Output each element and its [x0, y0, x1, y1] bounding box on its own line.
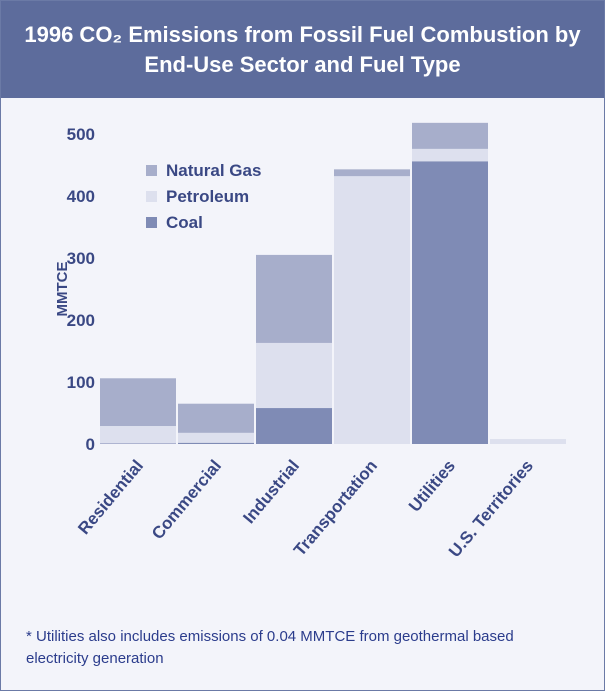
bar-segment: [100, 426, 176, 444]
x-tick-label: U.S. Territories: [445, 456, 537, 561]
y-tick-label: 200: [67, 311, 95, 330]
footnote: * Utilities also includes emissions of 0…: [26, 628, 514, 667]
bar-segment: [178, 403, 254, 433]
x-tick-label: Commercial: [148, 456, 225, 543]
legend-label: Petroleum: [166, 187, 249, 206]
y-axis-label: MMTCE: [54, 262, 71, 317]
bar-segment: [100, 378, 176, 427]
bar-segment: [178, 432, 254, 443]
bar-segment: [334, 169, 410, 177]
legend-swatch: [146, 191, 157, 202]
bar-segment: [100, 443, 176, 444]
x-tick-label: Utilities: [405, 456, 459, 515]
bar-segment: [412, 148, 488, 162]
bar-segment: [178, 442, 254, 444]
bar-segment: [412, 161, 488, 444]
legend-swatch: [146, 217, 157, 228]
legend-label: Natural Gas: [166, 161, 261, 180]
x-tick-label: Industrial: [239, 456, 303, 527]
y-tick-label: 300: [67, 249, 95, 268]
y-tick-label: 100: [67, 373, 95, 392]
chart: MMTCE 0 100 200 300 400 500 Residential Commerci…: [54, 122, 566, 561]
header: 1996 CO₂ Emissions from Fossil Fuel Comb…: [1, 1, 604, 98]
bar-segment: [256, 342, 332, 409]
y-tick-label: 400: [67, 187, 95, 206]
bar-segment: [334, 176, 410, 444]
bar-segment: [256, 254, 332, 343]
legend-swatch: [146, 165, 157, 176]
y-tick-label: 500: [67, 125, 95, 144]
x-tick-label: Residential: [74, 456, 147, 538]
legend-label: Coal: [166, 213, 203, 232]
y-tick-label: 0: [86, 435, 95, 454]
x-tick-label: Transportation: [290, 456, 381, 559]
bar-segment: [490, 439, 566, 444]
chart-title: 1996 CO₂ Emissions from Fossil Fuel Comb…: [24, 21, 581, 77]
bar-segment: [412, 122, 488, 149]
bar-segment: [256, 408, 332, 444]
